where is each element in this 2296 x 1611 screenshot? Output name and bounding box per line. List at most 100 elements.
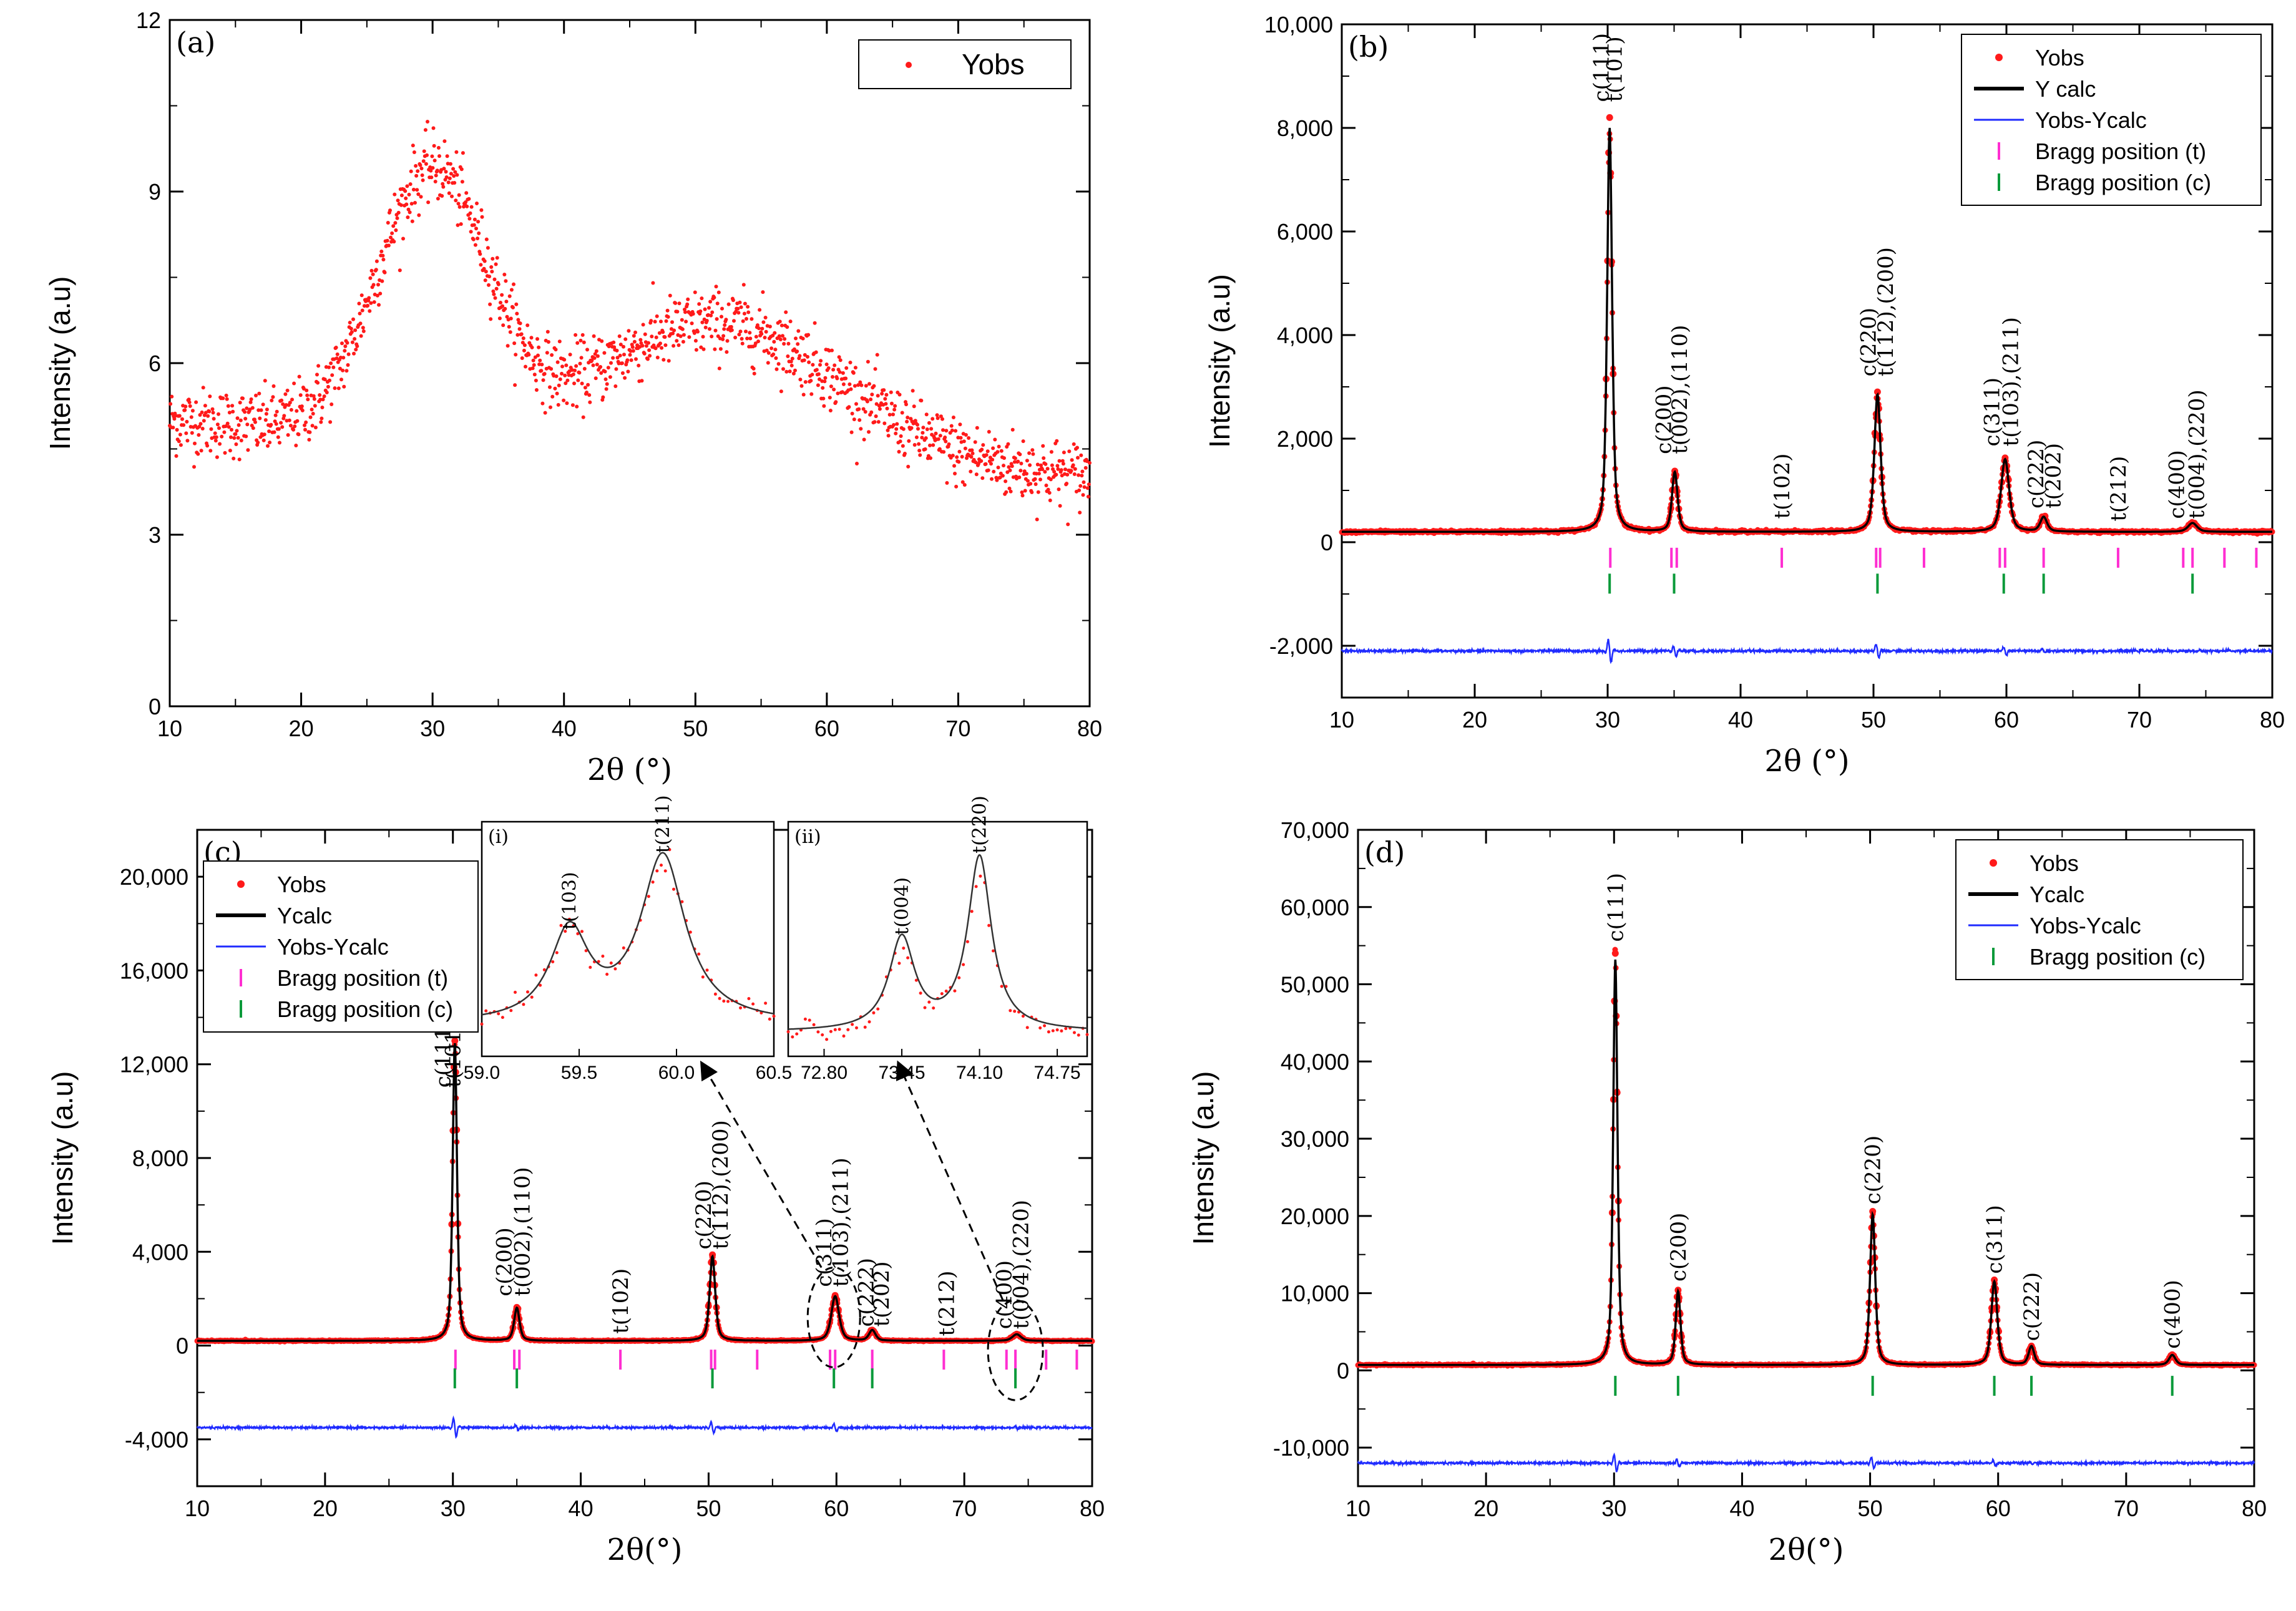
yobs-point xyxy=(500,293,504,297)
yobs-point xyxy=(430,154,434,158)
yobs-point xyxy=(278,440,281,445)
yobs-point xyxy=(943,436,947,439)
yobs-point xyxy=(192,465,196,469)
yobs-point xyxy=(620,371,625,375)
yobs-point xyxy=(873,367,877,371)
yobs-point xyxy=(419,167,424,170)
yobs-point xyxy=(343,344,348,348)
y-tick-label: 12 xyxy=(136,7,161,33)
yobs-point xyxy=(818,363,822,367)
yobs-point xyxy=(340,377,343,382)
yobs-point xyxy=(198,413,202,417)
yobs-point xyxy=(638,338,643,342)
y-tick-label: 20,000 xyxy=(120,864,188,890)
yobs-point xyxy=(454,198,458,203)
yobs-point xyxy=(172,417,177,421)
x-tick-label: 30 xyxy=(420,716,445,741)
inset-yobs-point xyxy=(979,874,982,878)
yobs-point xyxy=(494,286,499,291)
inset-frame xyxy=(787,820,1088,1058)
inset-yobs-point xyxy=(609,961,613,965)
yobs-point xyxy=(885,406,889,411)
yobs-point xyxy=(407,192,411,197)
yobs-point xyxy=(870,392,874,397)
y-tick-label: 8,000 xyxy=(132,1146,188,1171)
yobs-point xyxy=(514,353,518,357)
yobs-point xyxy=(256,408,261,412)
inset-yobs-point xyxy=(567,917,571,921)
yobs-point xyxy=(210,407,215,411)
yobs-point xyxy=(924,436,928,440)
y-tick-label: 12,000 xyxy=(120,1052,188,1078)
yobs-point xyxy=(1075,445,1079,450)
yobs-point xyxy=(271,384,276,388)
yobs-point xyxy=(929,456,932,460)
yobs-point xyxy=(411,144,415,148)
yobs-point xyxy=(426,120,429,124)
inset-yobs-point xyxy=(1009,1009,1012,1013)
yobs-point xyxy=(838,370,842,374)
yobs-point xyxy=(916,427,920,431)
yobs-point xyxy=(677,343,681,348)
yobs-point xyxy=(557,339,562,344)
yobs-point xyxy=(849,387,853,391)
yobs-point xyxy=(718,347,723,351)
inset-yobs-point xyxy=(584,949,588,953)
yobs-point xyxy=(974,472,979,477)
inset-yobs-point xyxy=(772,1015,776,1018)
yobs-point xyxy=(434,173,438,178)
yobs-point xyxy=(1020,490,1024,494)
yobs-point xyxy=(944,429,949,433)
yobs-point xyxy=(886,434,891,438)
peak-label: t(202) xyxy=(2041,443,2066,509)
inset-yobs-point xyxy=(718,996,721,1000)
yobs-point xyxy=(319,420,323,424)
yobs-point xyxy=(287,418,291,422)
yobs-point xyxy=(581,415,585,419)
yobs-point xyxy=(709,313,713,318)
yobs-point xyxy=(580,381,584,386)
yobs-point xyxy=(506,344,510,348)
inset-yobs-point xyxy=(867,1020,871,1024)
yobs-point xyxy=(1045,467,1050,471)
yobs-point xyxy=(257,391,261,396)
yobs-point xyxy=(1004,479,1008,484)
yobs-point xyxy=(460,180,464,184)
yobs-point xyxy=(685,302,690,306)
yobs-point xyxy=(305,393,310,397)
yobs-point xyxy=(539,369,544,373)
peak-label: t(102) xyxy=(1770,454,1795,519)
inset-yobs-point xyxy=(739,1006,742,1010)
yobs-point xyxy=(249,397,253,401)
yobs-point xyxy=(1033,482,1038,486)
peak-label: t(112),(200) xyxy=(708,1120,733,1249)
yobs-point xyxy=(617,361,621,366)
inset-yobs-point xyxy=(751,1002,755,1006)
yobs-point xyxy=(279,421,283,425)
yobs-point xyxy=(869,397,873,402)
inset-ii: 72.80 73.45 74.10 74.75(ii)t(004)t(220) xyxy=(786,796,1089,1083)
yobs-point xyxy=(722,327,726,331)
yobs-point xyxy=(1028,482,1033,486)
yobs-point xyxy=(970,448,974,452)
inset-yobs-point xyxy=(838,1028,841,1031)
x-tick-label: 60 xyxy=(1994,707,2019,732)
yobs-ycalc-line xyxy=(196,1415,1093,1439)
x-tick-label: 20 xyxy=(1462,707,1487,732)
yobs-point xyxy=(905,419,909,424)
x-tick-label: 60 xyxy=(814,716,839,741)
yobs-point xyxy=(286,433,290,437)
y-tick-label: 70,000 xyxy=(1281,817,1349,843)
yobs-point xyxy=(773,348,778,352)
yobs-point xyxy=(572,381,576,386)
yobs-point xyxy=(855,462,859,465)
yobs-point xyxy=(986,468,990,472)
legend-entry-label: Yobs-Ycalc xyxy=(2035,107,2147,133)
legend-marker-obs xyxy=(906,62,912,68)
yobs-point xyxy=(574,333,578,337)
yobs-point xyxy=(383,270,387,275)
inset-yobs-point xyxy=(551,960,555,963)
yobs-point xyxy=(386,243,391,248)
yobs-point xyxy=(532,363,536,367)
yobs-point xyxy=(947,442,951,446)
